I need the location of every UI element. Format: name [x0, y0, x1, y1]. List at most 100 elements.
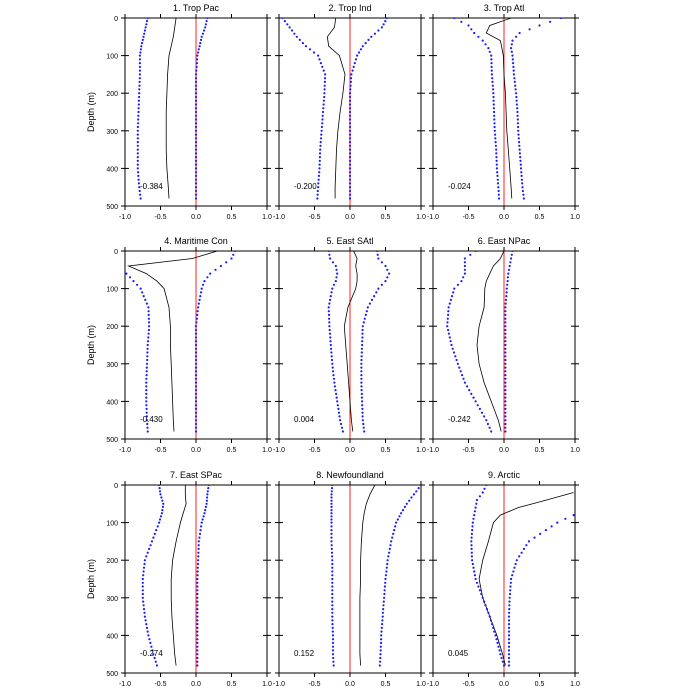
- lower-bound-dot: [475, 502, 478, 505]
- upper-bound-dot: [507, 649, 511, 652]
- upper-bound-dot: [361, 407, 364, 410]
- upper-bound-dot: [205, 502, 208, 505]
- upper-bound-dot: [518, 148, 521, 151]
- upper-bound-dot: [510, 577, 513, 581]
- upper-bound-dot: [225, 261, 228, 264]
- lower-bound-dot: [317, 178, 320, 181]
- lower-bound-dot: [319, 148, 322, 151]
- lower-bound-dot: [321, 110, 325, 114]
- upper-bound-dot: [504, 404, 507, 407]
- lower-bound-dot: [331, 362, 334, 365]
- lower-bound-dot: [141, 291, 144, 294]
- upper-bound-dot: [379, 656, 382, 660]
- upper-bound-dot: [544, 529, 548, 532]
- upper-bound-dot: [360, 381, 363, 384]
- upper-bound-dot: [550, 525, 553, 528]
- lower-bound-dot: [490, 65, 493, 68]
- y-tick-label: 100: [106, 521, 118, 528]
- upper-bound-dot: [197, 302, 200, 305]
- upper-bound-dot: [362, 426, 365, 429]
- lower-bound-dot: [141, 596, 144, 599]
- upper-bound-dot: [379, 641, 383, 645]
- lower-bound-dot: [494, 144, 497, 147]
- upper-bound-dot: [195, 321, 198, 324]
- x-tick-label: 1.0: [416, 447, 426, 454]
- lower-bound-dot: [145, 411, 148, 414]
- panel-title: 7. East SPac: [170, 470, 223, 480]
- lower-bound-dot: [483, 415, 486, 418]
- upper-bound-dot: [504, 381, 507, 384]
- mean-profile: [326, 18, 346, 199]
- upper-bound-dot: [509, 261, 512, 264]
- upper-bound-dot: [348, 114, 352, 117]
- upper-bound-dot: [194, 389, 198, 392]
- lower-bound-dot: [449, 340, 452, 343]
- x-tick-label: 0.5: [535, 447, 545, 454]
- x-tick-label: 0.5: [227, 681, 237, 688]
- lower-bound-dot: [328, 332, 332, 335]
- y-tick-label: 200: [106, 324, 118, 331]
- lower-bound-dot: [331, 592, 334, 596]
- lower-bound-dot: [451, 347, 454, 350]
- upper-bound-dot: [206, 493, 209, 496]
- value-label: 0.004: [294, 415, 315, 424]
- upper-bound-dot: [504, 430, 507, 433]
- lower-bound-dot: [145, 385, 148, 388]
- upper-bound-dot: [376, 253, 379, 256]
- lower-bound-dot: [462, 377, 465, 380]
- lower-bound-dot: [331, 645, 335, 648]
- upper-bound-dot: [506, 280, 509, 283]
- upper-bound-dot: [384, 280, 387, 283]
- lower-bound-dot: [150, 540, 154, 543]
- upper-bound-dot: [508, 611, 511, 614]
- lower-bound-dot: [331, 619, 334, 622]
- lower-bound-dot: [145, 370, 148, 373]
- lower-bound-dot: [491, 623, 494, 626]
- upper-bound-dot: [360, 392, 363, 395]
- upper-bound-dot: [392, 532, 395, 536]
- plot-area: [327, 251, 391, 433]
- lower-bound-dot: [321, 65, 324, 68]
- upper-bound-dot: [386, 562, 389, 566]
- upper-bound-dot: [348, 152, 352, 155]
- lower-bound-dot: [141, 577, 144, 581]
- upper-bound-dot: [197, 540, 200, 543]
- upper-bound-dot: [564, 517, 567, 520]
- lower-bound-dot: [327, 306, 330, 309]
- lower-bound-dot: [493, 125, 496, 129]
- lower-bound-dot: [339, 419, 342, 422]
- upper-bound-dot: [194, 332, 198, 335]
- x-tick-label: -0.5: [154, 214, 166, 221]
- mean-profile: [359, 485, 376, 666]
- lower-bound-dot: [335, 396, 338, 399]
- lower-bound-dot: [146, 551, 149, 554]
- upper-bound-dot: [379, 649, 382, 652]
- lower-bound-dot: [336, 272, 339, 275]
- upper-bound-dot: [517, 125, 520, 129]
- lower-bound-dot: [330, 509, 333, 512]
- upper-bound-dot: [388, 551, 391, 554]
- lower-bound-dot: [476, 404, 479, 407]
- upper-bound-dot: [200, 287, 203, 290]
- lower-bound-dot: [470, 536, 473, 539]
- upper-bound-dot: [197, 48, 200, 51]
- upper-bound-dot: [507, 634, 511, 637]
- upper-bound-dot: [194, 419, 198, 422]
- upper-bound-dot: [197, 306, 200, 309]
- upper-bound-dot: [510, 257, 513, 260]
- lower-bound-dot: [320, 125, 323, 129]
- upper-bound-dot: [196, 649, 199, 652]
- upper-bound-dot: [515, 103, 519, 106]
- upper-bound-dot: [357, 51, 361, 54]
- upper-bound-dot: [194, 328, 198, 332]
- upper-bound-dot: [195, 69, 198, 72]
- upper-bound-dot: [510, 43, 513, 46]
- lower-bound-dot: [331, 577, 334, 581]
- upper-bound-dot: [199, 291, 203, 294]
- upper-bound-dot: [508, 596, 511, 599]
- lower-bound-dot: [494, 133, 497, 136]
- x-tick-label: 1.0: [570, 447, 580, 454]
- upper-bound-dot: [196, 638, 199, 641]
- value-label: 0.045: [448, 649, 469, 658]
- upper-bound-dot: [505, 291, 508, 294]
